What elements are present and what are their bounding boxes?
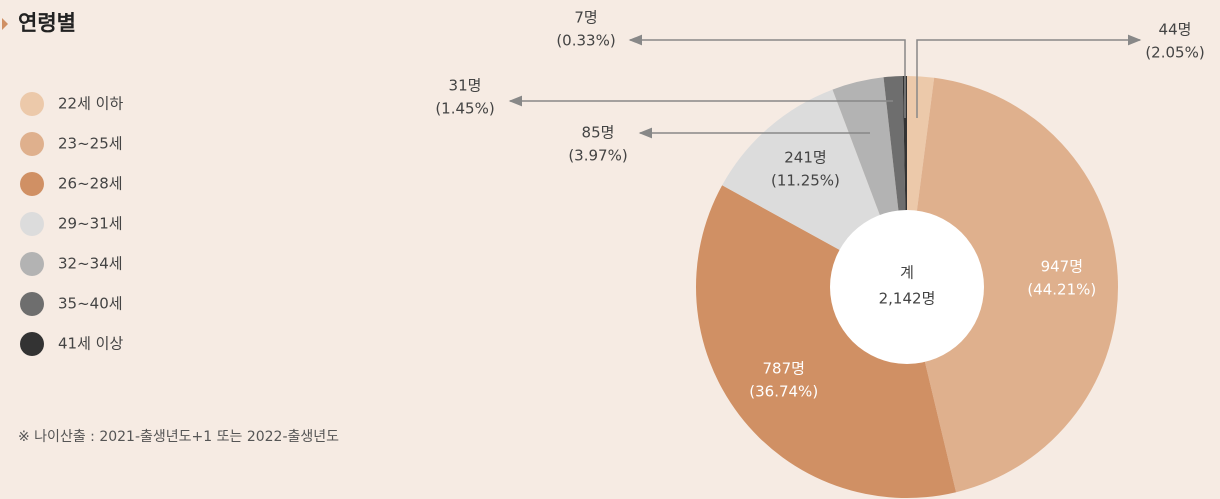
pie-slice — [907, 77, 1118, 493]
percentage-label: (11.25%) — [771, 171, 840, 189]
percentage-label: (0.33%) — [556, 32, 615, 50]
value-label: 85명 — [582, 124, 615, 142]
percentage-label: (1.45%) — [435, 100, 494, 118]
legend-swatch — [20, 132, 44, 156]
value-label: 241명 — [784, 148, 826, 166]
legend-label: 23~25세 — [58, 135, 123, 153]
chart-title: 연령별 — [18, 11, 76, 35]
donut-hole — [830, 210, 984, 364]
title-marker — [2, 18, 8, 30]
leader-arrow — [916, 34, 1142, 118]
note: ※ 나이산출 : 2021-출생년도+1 또는 2022-출생년도 — [18, 429, 339, 445]
legend-swatch — [20, 172, 44, 196]
center-value: 2,142명 — [879, 290, 936, 308]
center-title: 계 — [900, 264, 914, 282]
percentage-label: (3.97%) — [568, 147, 627, 165]
legend-label: 29~31세 — [58, 215, 123, 233]
legend-swatch — [20, 332, 44, 356]
leader-arrow — [628, 34, 906, 118]
legend-swatch — [20, 292, 44, 316]
value-label: 787명 — [763, 359, 805, 377]
value-label: 44명 — [1159, 21, 1192, 39]
legend-swatch — [20, 212, 44, 236]
percentage-label: (2.05%) — [1145, 44, 1204, 62]
value-label: 947명 — [1041, 257, 1083, 275]
pie-slice — [695, 185, 957, 499]
legend-label: 35~40세 — [58, 295, 123, 313]
legend-swatch — [20, 252, 44, 276]
legend-label: 32~34세 — [58, 255, 123, 273]
percentage-label: (44.21%) — [1027, 280, 1096, 298]
percentage-label: (36.74%) — [749, 382, 818, 400]
value-label: 7명 — [574, 9, 597, 27]
value-label: 31명 — [449, 77, 482, 95]
legend-label: 26~28세 — [58, 175, 123, 193]
legend-swatch — [20, 92, 44, 116]
legend-label: 41세 이상 — [58, 335, 123, 353]
legend-label: 22세 이하 — [58, 95, 123, 113]
